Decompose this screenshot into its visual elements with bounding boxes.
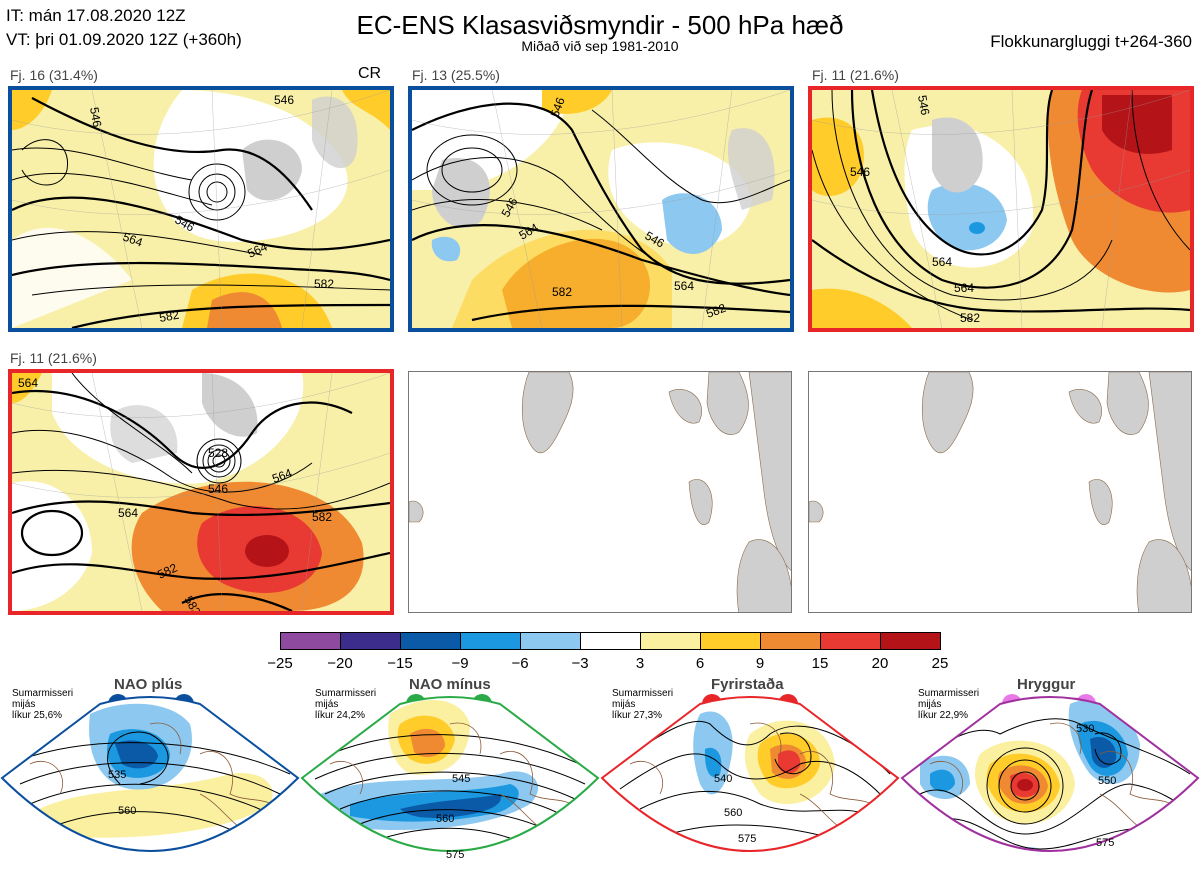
colorbar-segment [400,632,461,650]
colorbar-tick-label: 3 [635,655,645,672]
cluster-map-3: 546 546 564 564 582 [808,86,1194,332]
regime-2-contour-label: 560 [436,813,454,825]
regime-note-line: líkur 24,2% [315,710,366,721]
regime-4-note: Sumarmisseri mijás líkur 22,9% [918,688,979,721]
colorbar-tick-label: −15 [387,655,413,672]
regime-3-title: Fyrirstaða [711,676,784,693]
panel-3-contour-label: 564 [932,255,952,269]
panel-2-contour-label: 582 [552,285,572,299]
colorbar-tick-label: 9 [755,655,765,672]
colorbar-tick-label: −20 [327,655,353,672]
colorbar-tick-label: −9 [451,655,469,672]
panel-4-contour-label: 582 [312,510,332,524]
regime-1-note: Sumarmisseri mijás líkur 25,6% [12,688,73,721]
panel-3-contour-label: 564 [954,281,974,295]
panel-3-contour-label: 582 [960,311,980,325]
colorbar-segment [640,632,701,650]
regime-note-line: mijás [12,699,36,710]
panel-2-contour-label: 564 [674,279,694,293]
panel-2-contour-label: 546 [548,95,568,119]
valid-time: VT: þri 01.09.2020 12Z (+360h) [6,30,242,49]
regime-1-map: 535 560 [0,696,300,852]
regime-4-contour-label: 530 [1076,723,1094,735]
colorbar-segment [460,632,521,650]
colorbar-tick-label: 6 [695,655,705,672]
regime-3-contour-label: 560 [724,807,742,819]
panel-4-contour-label: 564 [270,466,294,486]
regime-4-title: Hryggur [1017,676,1076,693]
regime-note-line: líkur 27,3% [612,710,663,721]
regime-3-map: 540 560 575 [600,696,900,852]
classification-window: Flokkunargluggi t+264-360 [990,32,1192,51]
regime-note-line: Sumarmisseri [918,688,980,699]
regime-4-contour-label: 575 [1096,837,1114,849]
colorbar-segment [580,632,641,650]
regime-4-contour-label: 550 [1098,775,1116,787]
panel-4-contour-label: 564 [118,506,138,520]
panel-1-contour-label: 546 [274,93,294,107]
colorbar-segment [340,632,401,650]
regime-note-line: Sumarmisseri [12,688,74,699]
panel-1-contour-label: 582 [314,277,334,291]
panel-4-contour-label: 564 [18,376,38,390]
regime-1-contour-label: 560 [118,805,136,817]
colorbar-segment [700,632,761,650]
cluster-map-2: 546 546 564 546 564 582 582 [408,86,794,332]
cluster-map-1: 546 546 546 564 564 582 582 [8,86,394,332]
colorbar-segment [880,632,941,650]
panel-4-contour-label: 528 [208,446,228,460]
panel-1-label: Fj. 16 (31.4%) [10,67,98,83]
regime-1-contour-label: 535 [108,769,126,781]
panel-1-contour-label: 582 [158,308,180,325]
panel-4-contour-label: 546 [208,482,228,496]
regime-2-title: NAO mínus [409,676,491,693]
regime-note-line: líkur 22,9% [918,710,969,721]
page-title: EC-ENS Klasasviðsmyndir - 500 hPa hæð [356,10,844,40]
colorbar-tick-label: −3 [571,655,589,672]
regime-2-note: Sumarmisseri mijás líkur 24,2% [315,688,376,721]
empty-map-6 [808,371,1192,613]
page-subtitle: Miðað við sep 1981-2010 [521,38,679,54]
initial-time: IT: mán 17.08.2020 12Z [6,6,186,25]
colorbar-tick-label: 15 [811,655,829,672]
regime-note-line: Sumarmisseri [315,688,377,699]
colorbar-segment [520,632,581,650]
regime-note-line: mijás [315,699,339,710]
regime-3-contour-label: 540 [714,773,732,785]
panel-3-contour-label: 546 [850,165,870,179]
panel-1-contour-label: 564 [121,230,145,250]
empty-map-5 [408,371,792,613]
regime-2-contour-label: 545 [452,773,470,785]
regime-3-note: Sumarmisseri mijás líkur 27,3% [612,688,673,721]
regime-3-contour-label: 575 [738,833,756,845]
panel-2-label: Fj. 13 (25.5%) [412,67,500,83]
regime-1-title: NAO plús [114,676,183,693]
colorbar-segment [760,632,821,650]
regime-note-line: mijás [918,699,942,710]
panel-4-label: Fj. 11 (21.6%) [10,350,97,366]
cluster-map-4: 564 528 546 564 564 582 582 582 [8,369,394,615]
colorbar-tick-label: −25 [267,655,293,672]
colorbar-tick-label: −6 [511,655,529,672]
panel-3-contour-label: 546 [915,94,932,116]
regime-4-map: 530 550 575 [900,696,1200,852]
colorbar-tick-label: 20 [871,655,889,672]
panel-3-label: Fj. 11 (21.6%) [812,67,899,83]
regime-note-line: Sumarmisseri [612,688,674,699]
panel-2-contour-label: 582 [704,301,728,321]
regime-2-map: 545 560 575 [300,696,600,861]
regime-note-line: mijás [612,699,636,710]
panel-1-contour-label: 546 [87,106,104,128]
regime-note-line: líkur 25,6% [12,710,63,721]
colorbar-segment [280,632,341,650]
panel-1-marker: CR [358,65,382,82]
regime-2-contour-label: 575 [446,849,464,861]
colorbar-tick-label: 25 [931,655,949,672]
colorbar-segment [820,632,881,650]
